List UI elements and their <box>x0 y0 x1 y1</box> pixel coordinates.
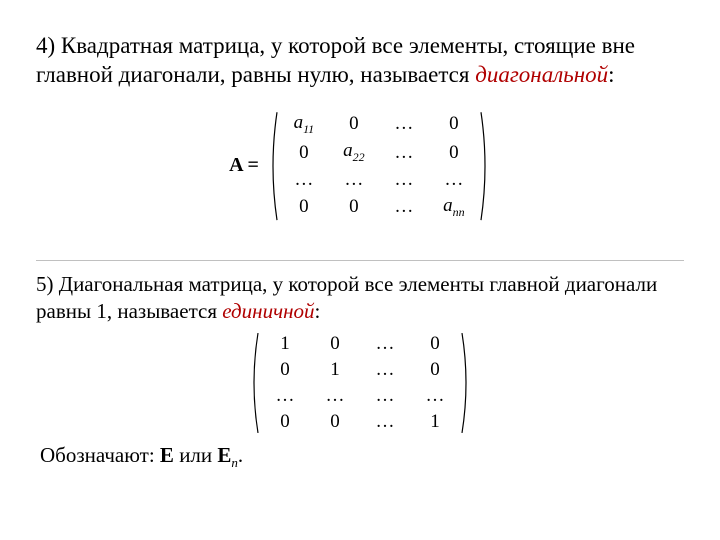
matrix-a-block: A = a110…00a22…0…………00…ann <box>36 110 684 222</box>
matrix-cell: 0 <box>329 110 379 139</box>
matrix-row: 10…0 <box>260 331 460 357</box>
denote-En-E: E <box>217 443 231 467</box>
matrix-e-wrap: 10…001…0…………00…1 <box>248 331 472 435</box>
matrix-cell: a22 <box>329 138 379 167</box>
matrix-cell: … <box>260 383 310 409</box>
matrix-cell: 1 <box>260 331 310 357</box>
matrix-cell: ann <box>429 193 479 222</box>
left-paren-icon <box>248 331 260 435</box>
matrix-cell: 0 <box>279 193 329 222</box>
matrix-cell: 0 <box>279 138 329 167</box>
item5-paragraph: 5) Диагональная матрица, у которой все э… <box>36 271 684 326</box>
denote-or: или <box>174 443 217 467</box>
matrix-cell: … <box>360 331 410 357</box>
matrix-row: 00…1 <box>260 409 460 435</box>
matrix-row: 00…ann <box>279 193 479 222</box>
denote-dot: . <box>238 443 243 467</box>
matrix-cell: 1 <box>410 409 460 435</box>
matrix-cell: 0 <box>329 193 379 222</box>
matrix-row: ………… <box>260 383 460 409</box>
matrix-cell: … <box>360 409 410 435</box>
right-paren-icon <box>479 110 491 222</box>
item5-colon: : <box>315 299 321 323</box>
matrix-cell: … <box>360 383 410 409</box>
matrix-row: 01…0 <box>260 357 460 383</box>
denote-label: Обозначают: <box>40 443 160 467</box>
matrix-cell: … <box>379 110 429 139</box>
right-paren-icon <box>460 331 472 435</box>
matrix-cell: 0 <box>310 409 360 435</box>
item5-lead: 5) Диагональная матрица, у которой все э… <box>36 272 657 323</box>
matrix-cell: … <box>429 167 479 193</box>
matrix-cell: … <box>329 167 379 193</box>
matrix-cell: … <box>279 167 329 193</box>
matrix-a-wrap: a110…00a22…0…………00…ann <box>267 110 491 222</box>
matrix-cell: … <box>360 357 410 383</box>
matrix-row: a110…0 <box>279 110 479 139</box>
matrix-cell: 0 <box>410 331 460 357</box>
matrix-e-table: 10…001…0…………00…1 <box>260 331 460 435</box>
left-paren-icon <box>267 110 279 222</box>
matrix-row: 0a22…0 <box>279 138 479 167</box>
matrix-a-table: a110…00a22…0…………00…ann <box>279 110 479 222</box>
matrix-cell: 0 <box>429 110 479 139</box>
matrix-a-lhs: A = <box>229 154 259 177</box>
denote-line: Обозначают: E или En. <box>36 443 684 471</box>
matrix-cell: 0 <box>429 138 479 167</box>
matrix-cell: a11 <box>279 110 329 139</box>
matrix-cell: 0 <box>260 357 310 383</box>
item4-colon: : <box>608 62 614 87</box>
matrix-cell: 0 <box>310 331 360 357</box>
matrix-cell: … <box>379 193 429 222</box>
matrix-cell: 0 <box>260 409 310 435</box>
page: 4) Квадратная матрица, у которой все эле… <box>0 0 720 540</box>
matrix-cell: … <box>379 167 429 193</box>
matrix-cell: … <box>379 138 429 167</box>
item5-section: 5) Диагональная матрица, у которой все э… <box>36 260 684 472</box>
item4-paragraph: 4) Квадратная матрица, у которой все эле… <box>36 32 684 90</box>
matrix-cell: … <box>410 383 460 409</box>
matrix-e-block: 10…001…0…………00…1 <box>36 331 684 435</box>
matrix-cell: … <box>310 383 360 409</box>
denote-E: E <box>160 443 174 467</box>
item5-term: единичной <box>222 299 314 323</box>
matrix-cell: 0 <box>410 357 460 383</box>
matrix-row: ………… <box>279 167 479 193</box>
item4-term: диагональной <box>475 62 608 87</box>
matrix-cell: 1 <box>310 357 360 383</box>
